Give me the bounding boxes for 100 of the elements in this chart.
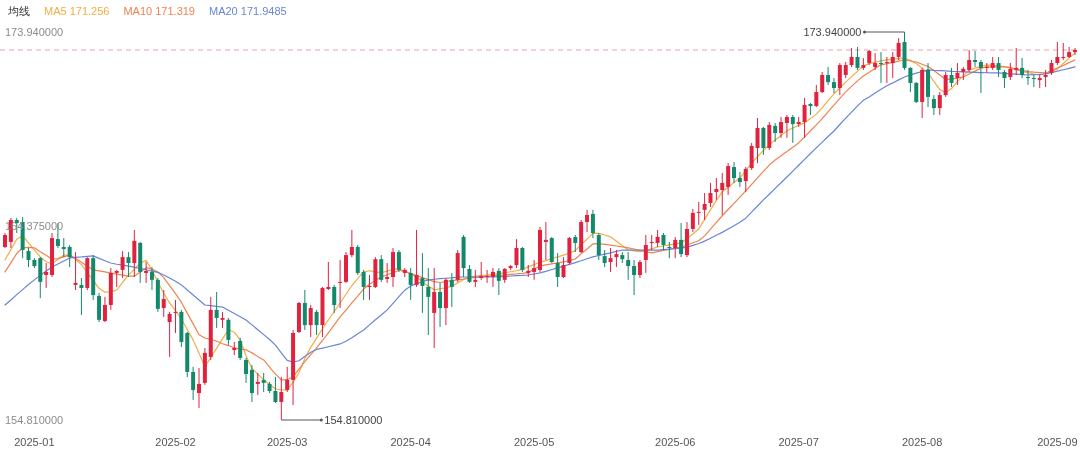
candlestick	[73, 251, 78, 291]
candlestick	[449, 272, 454, 308]
candlestick	[144, 261, 149, 284]
candlestick	[749, 142, 754, 171]
candlestick	[44, 262, 49, 289]
candlestick	[949, 67, 954, 88]
candlestick	[673, 236, 678, 259]
candlestick	[161, 289, 166, 318]
candlestick	[349, 229, 354, 258]
candlestick	[496, 267, 501, 296]
candlestick	[884, 56, 889, 84]
candlestick	[126, 251, 131, 278]
candlestick	[820, 71, 825, 94]
candlestick	[226, 317, 231, 346]
candlestick	[379, 254, 384, 283]
candlestick	[996, 56, 1001, 78]
candlestick	[878, 51, 883, 84]
candlestick	[532, 259, 537, 281]
candlestick	[737, 171, 742, 188]
candlestick	[102, 296, 107, 323]
candlestick	[149, 266, 154, 291]
candlestick	[308, 304, 313, 338]
y-tick-label: 154.810000	[5, 414, 64, 426]
candlestick	[273, 376, 278, 404]
candlestick	[249, 364, 254, 403]
candlestick	[167, 311, 172, 358]
candlestick	[890, 51, 895, 79]
candlestick	[426, 267, 431, 336]
candlestick	[984, 62, 989, 74]
candlestick	[837, 62, 842, 96]
candlestick	[779, 116, 784, 139]
candlestick	[485, 269, 490, 284]
candlestick	[967, 49, 972, 73]
candlestick	[637, 259, 642, 279]
candlestick	[1073, 47, 1077, 56]
candlestick	[732, 161, 737, 184]
candlestick	[361, 269, 366, 301]
candlestick	[79, 277, 84, 316]
candlestick	[26, 247, 31, 268]
candlestick	[937, 91, 942, 116]
candlestick	[1031, 74, 1036, 88]
candlestick	[132, 229, 137, 278]
candlestick	[438, 282, 443, 328]
candlestick	[649, 234, 654, 251]
candlestick	[720, 172, 725, 216]
candlestick	[590, 209, 595, 239]
candlestick	[943, 71, 948, 98]
x-tick-label: 2025-03	[267, 436, 308, 448]
candlestick	[767, 121, 772, 151]
candlestick	[679, 222, 684, 258]
candlestick	[408, 267, 413, 301]
candlestick	[549, 236, 554, 264]
candlestick	[1002, 69, 1007, 89]
candlestick	[396, 249, 401, 273]
candlestick	[931, 94, 936, 116]
candlestick	[543, 221, 548, 261]
candlestick	[873, 52, 878, 71]
candlestick	[332, 284, 337, 314]
candlestick	[244, 357, 249, 384]
candlestick	[814, 84, 819, 108]
candlestick	[973, 50, 978, 68]
candlestick	[784, 114, 789, 139]
x-tick-label: 2025-08	[901, 436, 943, 448]
candlestick	[855, 46, 860, 71]
candlestick	[561, 256, 566, 279]
candlestick	[896, 37, 901, 61]
candlestick	[849, 47, 854, 68]
candlestick	[714, 177, 719, 201]
candlestick	[261, 372, 266, 393]
candlestick	[67, 244, 72, 268]
candlestick	[285, 366, 290, 393]
x-tick-label: 2025-01	[14, 436, 55, 448]
candlestick	[743, 166, 748, 193]
candlestick	[238, 337, 243, 361]
candlestick	[490, 267, 495, 288]
candlestick	[279, 376, 284, 421]
candlestick	[1055, 41, 1060, 66]
candlestick	[643, 234, 648, 274]
candlestick	[596, 232, 601, 261]
candlestick	[914, 81, 919, 104]
candlestick	[908, 66, 913, 93]
candlestick	[1067, 46, 1072, 59]
candlestick	[197, 367, 202, 409]
candlestick	[255, 372, 260, 396]
candlestick	[420, 252, 425, 314]
candlestick	[790, 114, 795, 144]
candlestick	[38, 256, 43, 299]
candlestick	[696, 201, 701, 226]
candlestick	[626, 251, 631, 281]
x-tick-label: 2025-05	[513, 436, 555, 448]
annotation: 154.810000	[324, 414, 383, 426]
candlestick	[726, 162, 731, 196]
candlestick	[120, 250, 125, 279]
candlestick	[1020, 57, 1025, 79]
legend: 均线 MA5 171.256 MA10 171.319 MA20 171.9485	[8, 5, 287, 17]
candlestick	[385, 262, 390, 284]
candlestick	[326, 261, 331, 291]
candlestick	[761, 126, 766, 156]
candlestick	[1061, 42, 1066, 61]
x-tick-label: 2025-02	[155, 436, 196, 448]
